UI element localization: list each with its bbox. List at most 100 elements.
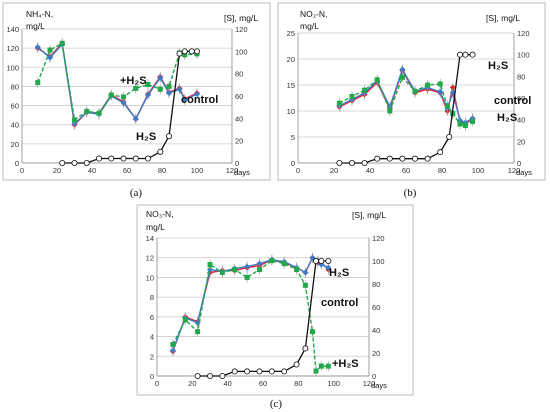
data-point [35, 80, 41, 86]
data-point [181, 96, 188, 103]
data-point [456, 51, 463, 58]
data-point [120, 155, 127, 162]
data-point [72, 117, 77, 123]
y-right-tick-label: 120 [517, 29, 530, 38]
data-point [193, 48, 200, 55]
y-right-tick-label: 0 [235, 159, 239, 168]
data-point [84, 108, 90, 114]
chart-annotation: H₂S [488, 60, 508, 72]
y-right-tick-label: 80 [517, 72, 525, 81]
data-point [145, 82, 151, 88]
y-right-axis-label: [S], mg/L [224, 13, 258, 23]
data-point [256, 267, 262, 273]
data-point [194, 372, 201, 379]
y-left-tick-label: 10 [287, 107, 295, 116]
y-right-tick-label: 100 [372, 257, 385, 266]
data-point [132, 115, 139, 122]
y-left-tick-label: 0 [15, 159, 19, 168]
panel-caption: (a) [130, 187, 143, 199]
data-point [96, 110, 102, 116]
data-point [437, 149, 444, 156]
data-point [281, 261, 287, 267]
chart-annotation: +H₂S [332, 358, 359, 370]
data-point [457, 121, 463, 127]
data-point [399, 155, 406, 162]
data-point [336, 100, 342, 106]
data-point [425, 82, 431, 88]
data-point [157, 148, 164, 155]
x-tick-label: 60 [123, 166, 131, 175]
data-point [219, 372, 226, 379]
y-left-tick-label: 14 [146, 234, 154, 243]
x-tick-label: 120 [363, 379, 376, 388]
y-left-tick-label: 12 [146, 254, 154, 263]
y-right-tick-label: 120 [372, 234, 385, 243]
data-point [121, 94, 126, 100]
data-point [120, 99, 127, 106]
data-point [336, 159, 343, 166]
x-tick-label: 100 [472, 166, 485, 175]
data-point [437, 88, 444, 95]
data-point [349, 93, 355, 99]
x-tick-label: 20 [188, 379, 196, 388]
y-left-tick-label: 8 [150, 293, 154, 302]
data-point [207, 262, 213, 268]
y-right-tick-label: 20 [235, 137, 243, 146]
y-right-axis-label: [S], mg/L [352, 210, 386, 220]
y-left-axis-label: NO₂-N, [300, 9, 327, 19]
data-point [96, 155, 103, 162]
data-point [437, 81, 443, 87]
data-point [302, 282, 308, 288]
x-tick-label: 60 [402, 166, 410, 175]
data-point [309, 329, 315, 335]
series-line [172, 259, 329, 373]
y-left-axis-label-unit: mg/L [26, 21, 45, 31]
data-point [132, 155, 139, 162]
data-point [325, 363, 331, 369]
data-point [59, 40, 65, 46]
x-axis-label: days [234, 168, 250, 177]
data-point [59, 159, 66, 166]
data-point [195, 329, 201, 335]
y-left-tick-label: 40 [11, 121, 19, 130]
data-point [449, 84, 456, 91]
data-point [188, 48, 195, 55]
x-tick-label: 120 [508, 166, 521, 175]
data-point [176, 86, 183, 93]
y-right-axis-label: [S], mg/L [486, 13, 520, 23]
panel-frame [277, 2, 546, 181]
y-left-axis-label: NH₄-N, [26, 9, 53, 19]
data-point [462, 123, 468, 129]
data-point [302, 345, 309, 352]
data-point [145, 92, 151, 99]
data-point [182, 317, 188, 323]
data-point [157, 74, 164, 81]
y-left-tick-label: 10 [146, 273, 154, 282]
y-right-tick-label: 80 [235, 70, 243, 79]
data-point [206, 372, 213, 379]
data-point [182, 52, 188, 58]
data-point [362, 87, 368, 93]
data-point [361, 159, 368, 166]
x-tick-label: 0 [155, 379, 159, 388]
y-right-tick-label: 60 [372, 303, 380, 312]
y-left-tick-label: 80 [11, 82, 19, 91]
chart-annotation: H₂S [329, 267, 349, 279]
data-point [157, 86, 163, 92]
data-point [231, 368, 238, 375]
y-left-tick-label: 60 [11, 102, 19, 111]
y-right-tick-label: 80 [372, 280, 380, 289]
y-right-tick-label: 100 [517, 51, 530, 60]
y-left-tick-label: 120 [6, 44, 19, 53]
data-point [47, 47, 53, 53]
data-point [34, 44, 41, 51]
data-point [412, 88, 418, 94]
y-right-tick-label: 40 [372, 326, 380, 335]
data-point [165, 133, 172, 140]
data-point [411, 155, 418, 162]
data-point [47, 54, 53, 61]
data-point [318, 363, 324, 369]
data-point [181, 48, 188, 55]
